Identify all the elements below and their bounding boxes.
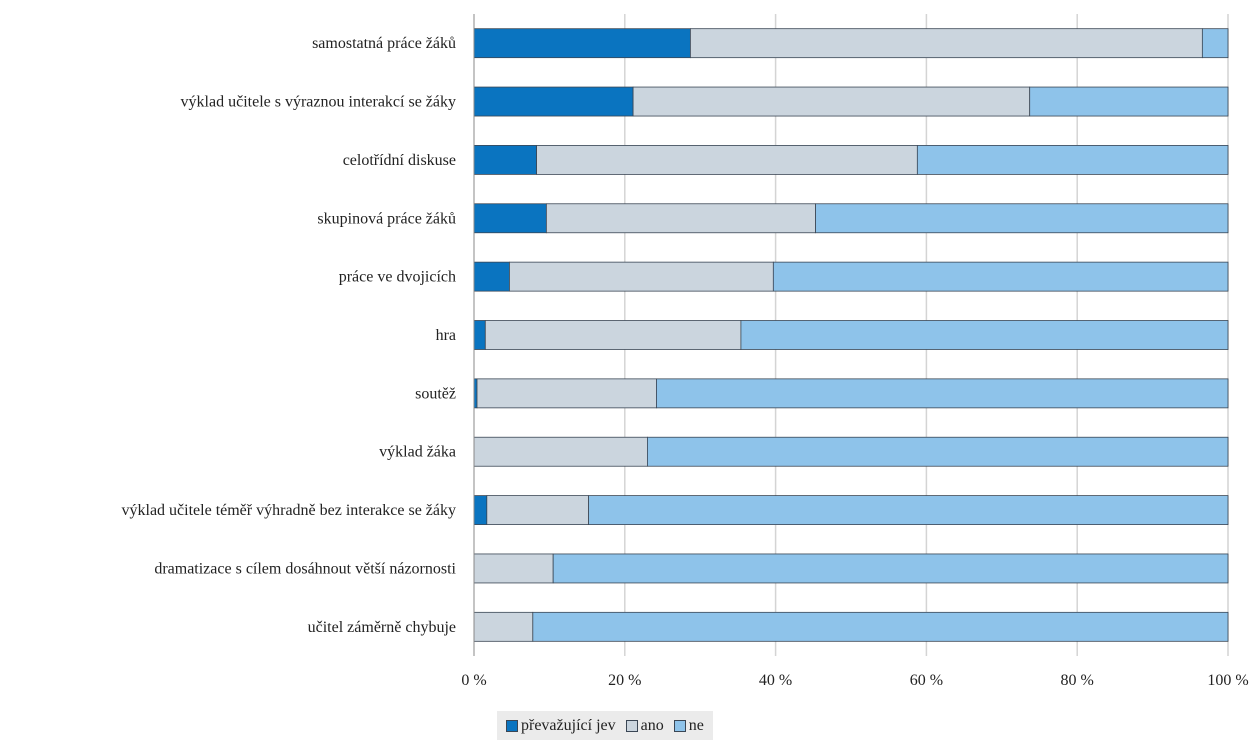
category-labels: samostatná práce žáků výklad učitele s vý… — [122, 35, 457, 636]
category-label: dramatizace s cílem dosáhnout větší názo… — [154, 560, 456, 577]
bar-segment — [656, 378, 1229, 409]
bar-segment — [473, 86, 634, 117]
x-tick-label: 20 % — [608, 672, 641, 689]
bar-segment — [545, 203, 816, 234]
legend-label: ano — [640, 716, 664, 734]
x-tick-label: 100 % — [1207, 672, 1248, 689]
bar-segment — [916, 145, 1229, 175]
bar-segment — [689, 28, 1203, 59]
bar-segment — [536, 145, 918, 175]
bar-segment — [473, 261, 510, 292]
category-label: výklad učitele téměř výhradně bez intera… — [122, 502, 457, 519]
category-label: celotřídní diskuse — [343, 152, 456, 169]
category-label: učitel záměrně chybuje — [308, 619, 456, 636]
legend-label: převažující jev — [521, 716, 616, 734]
bar-segment — [772, 261, 1229, 292]
bar-segment — [532, 611, 1229, 642]
bar-segment — [552, 553, 1229, 584]
x-tick-label: 40 % — [759, 672, 792, 689]
category-label: soutěž — [415, 385, 456, 402]
category-label: práce ve dvojicích — [339, 269, 456, 286]
category-label: výklad učitele s výraznou interakcí se ž… — [181, 94, 456, 111]
legend-item-prevazujici-jev: převažující jev — [506, 717, 616, 735]
bar-segment — [1029, 86, 1229, 117]
legend-swatch — [625, 719, 638, 732]
legend-item-ne: ne — [673, 716, 704, 735]
legend-swatch — [673, 719, 686, 732]
legend-swatch — [506, 719, 518, 732]
bar-segment — [473, 495, 488, 525]
x-tick-label: 60 % — [910, 672, 943, 689]
legend-item-ano: ano — [625, 716, 664, 735]
legend: převažující jev ano ne — [497, 711, 713, 740]
x-tick-label: 80 % — [1061, 672, 1094, 689]
bar-segment — [473, 203, 547, 234]
bar-segment — [486, 495, 590, 525]
bar-segment — [473, 28, 691, 59]
x-tick-label: 0 % — [461, 672, 486, 689]
bar-segment — [588, 495, 1229, 525]
bar-segment — [740, 320, 1229, 350]
bar-segment — [647, 436, 1229, 467]
bar-segment — [815, 203, 1229, 234]
bar-segment — [473, 611, 534, 642]
category-label: samostatná práce žáků — [312, 35, 456, 52]
bar-segment — [632, 86, 1031, 117]
bar-segment — [476, 378, 657, 409]
category-label: hra — [436, 327, 456, 344]
bar-segment — [473, 436, 648, 467]
bar-segment — [473, 320, 486, 350]
category-label: výklad žáka — [379, 444, 456, 461]
bar-segment — [1201, 28, 1229, 59]
legend-label: ne — [688, 716, 704, 734]
bar-segment — [484, 320, 742, 350]
bars — [473, 28, 1229, 642]
category-label: skupinová práce žáků — [317, 210, 456, 227]
bar-segment — [509, 261, 774, 292]
stacked-bar-chart: samostatná práce žáků výklad učitele s vý… — [122, 14, 1249, 689]
bar-segment — [473, 145, 537, 175]
bar-segment — [473, 553, 554, 584]
x-tick-labels: 0 % 20 % 40 % 60 % 80 % 100 % — [461, 672, 1248, 689]
